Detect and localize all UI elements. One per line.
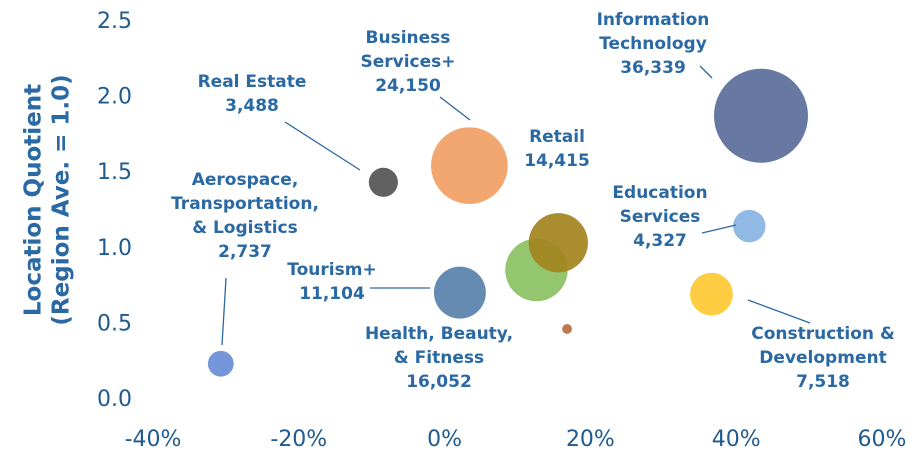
x-tick-label: -20% <box>270 427 327 452</box>
y-tick-label: 2.5 <box>97 9 132 34</box>
bubble-label: Technology <box>599 34 707 54</box>
leader-line <box>699 65 713 79</box>
y-tick-label: 0.0 <box>97 387 132 412</box>
y-tick-label: 1.0 <box>97 236 132 261</box>
bubble <box>433 266 486 319</box>
bubble-size-label: 36,339 <box>620 58 686 78</box>
bubble-label: Services+ <box>360 52 455 72</box>
bubble-label: Construction & <box>751 324 895 344</box>
bubble-label: & Fitness <box>394 348 484 368</box>
y-title-line: (Region Ave. = 1.0) <box>49 74 75 325</box>
bubble-size-label: 24,150 <box>375 76 441 96</box>
bubble-label: Health, Beauty, <box>365 324 513 344</box>
bubble <box>690 272 733 316</box>
bubble-label: Aerospace, <box>192 170 299 190</box>
bubble-size-label: 7,518 <box>796 372 850 392</box>
x-tick-label: 40% <box>712 427 761 452</box>
bubble-size-label: 3,488 <box>225 96 279 116</box>
leader-line <box>221 277 227 346</box>
leader-line <box>284 121 361 171</box>
bubble-label: Education <box>612 183 707 203</box>
leader-line <box>439 96 471 121</box>
bubble <box>528 213 588 273</box>
bubble-label: Transportation, <box>171 194 319 214</box>
y-axis-title: Location Quotient (Region Ave. = 1.0) <box>21 74 75 325</box>
leader-line <box>701 224 737 234</box>
bubble-label: Tourism+ <box>287 260 376 280</box>
y-title-line: Location Quotient <box>21 84 47 316</box>
bubble <box>368 167 398 197</box>
y-tick-label: 2.0 <box>97 85 132 110</box>
bubble-label: & Logistics <box>192 218 298 238</box>
bubble-label: Services <box>620 207 701 227</box>
bubble-label: Information <box>597 10 710 30</box>
bubble-size-label: 16,052 <box>406 372 472 392</box>
bubble <box>733 209 766 243</box>
x-tick-label: 20% <box>566 427 615 452</box>
x-tick-label: 60% <box>858 427 907 452</box>
x-tick-label: -40% <box>125 427 182 452</box>
leader-line <box>747 299 811 324</box>
bubble-size-label: 11,104 <box>299 284 365 304</box>
bubble-size-label: 2,737 <box>218 242 272 262</box>
y-tick-label: 1.5 <box>97 160 132 185</box>
bubble-label: Real Estate <box>198 72 307 92</box>
bubble <box>562 324 573 334</box>
bubble-label: Retail <box>529 127 585 147</box>
bubble-size-label: 4,327 <box>633 231 687 251</box>
bubble <box>207 350 234 377</box>
bubble-label: Development <box>759 348 886 368</box>
bubble <box>431 127 508 204</box>
x-tick-label: 0% <box>427 427 462 452</box>
bubble-size-label: 14,415 <box>524 151 590 171</box>
y-tick-label: 0.5 <box>97 311 132 336</box>
bubble-label: Business <box>366 28 451 48</box>
bubble <box>713 68 808 163</box>
